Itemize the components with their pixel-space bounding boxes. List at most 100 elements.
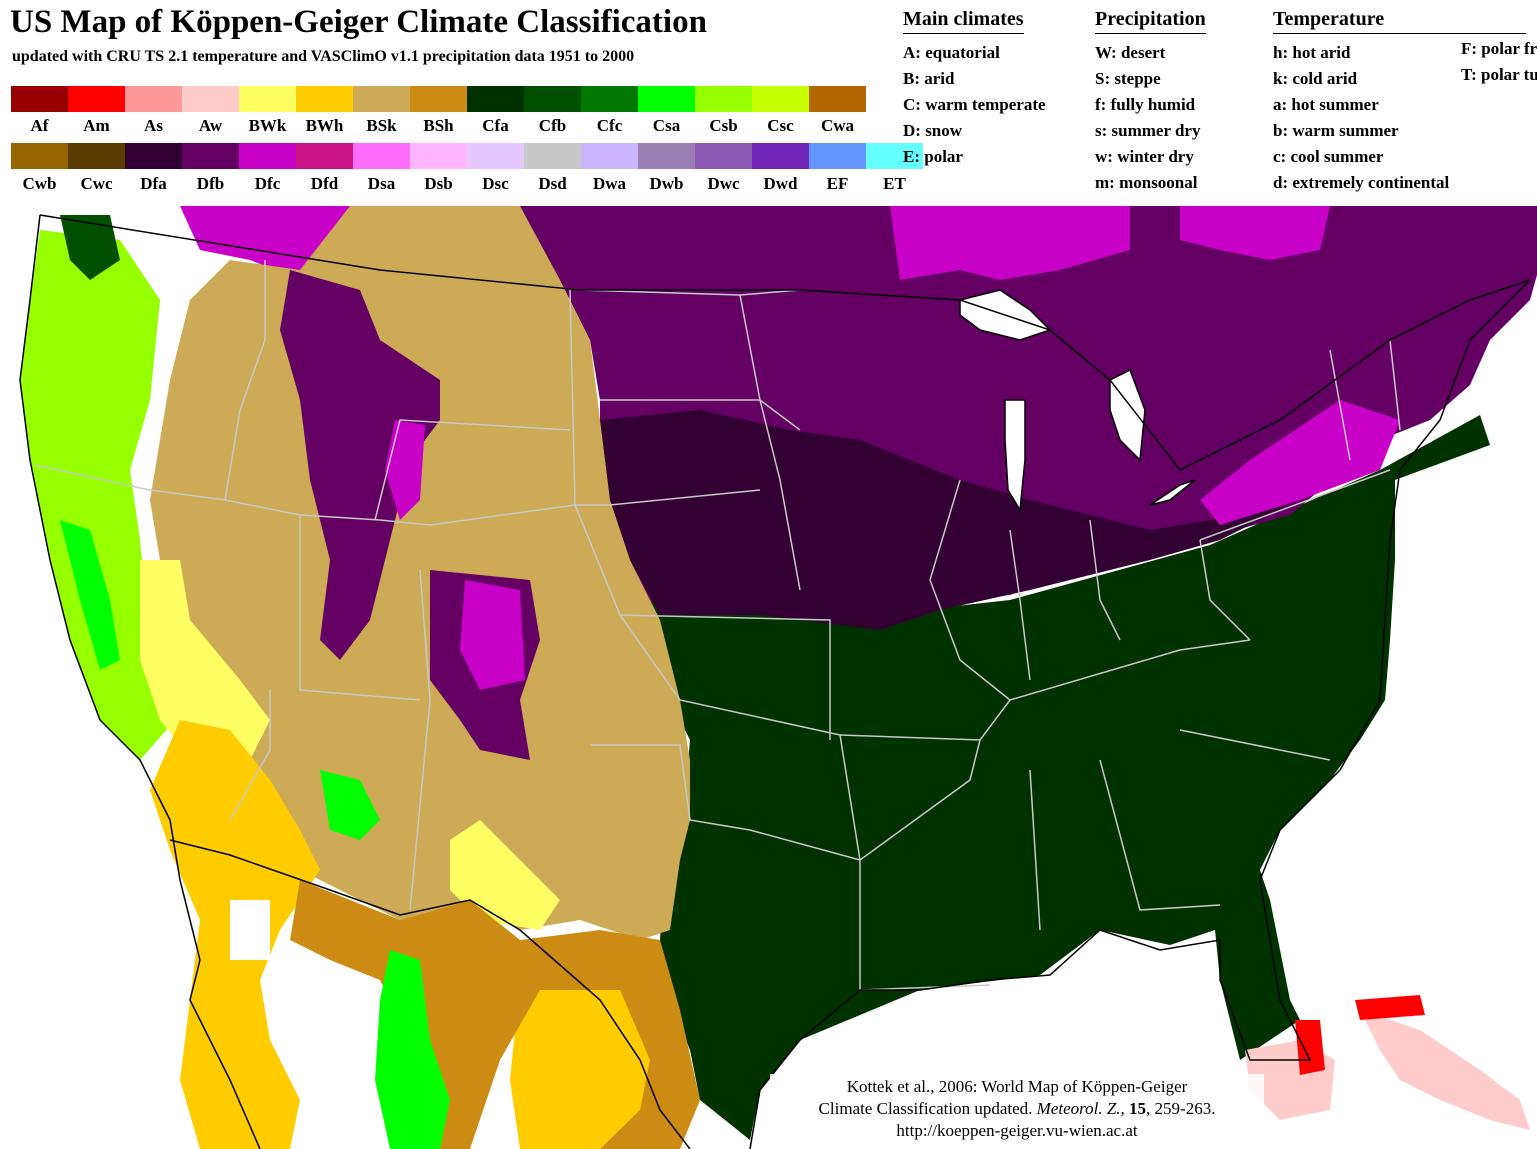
- legend-swatch-dwc: [695, 143, 752, 169]
- mexico-border: [169, 839, 691, 1149]
- legend-swatch-dsa: [353, 143, 410, 169]
- legend-label-dfa: Dfa: [140, 174, 167, 193]
- legend-swatch-bsh: [410, 86, 467, 112]
- precipitation-heading: Precipitation: [1095, 8, 1206, 34]
- citation-url[interactable]: http://koeppen-geiger.vu-wien.ac.at: [896, 1121, 1138, 1140]
- temperature-item: k: cold arid: [1273, 69, 1358, 88]
- region-dfc-wyoming: [385, 420, 425, 520]
- legend-swatch-as: [125, 86, 182, 112]
- legend-swatch-cfc: [581, 86, 638, 112]
- region-aw-bahamas: [1360, 1010, 1530, 1130]
- legend-swatch-bwh: [296, 86, 353, 112]
- region-am-bahamas: [1355, 995, 1425, 1020]
- region-bwk: [140, 560, 270, 770]
- legend-label-csb: Csb: [709, 116, 738, 135]
- coastline-east: [749, 279, 1531, 1149]
- legend-swatch-dsb: [410, 143, 467, 169]
- legend-label-row-2: Cwb Cwc Dfa Dfb Dfc Dfd Dsa Dsb Dsc Dsd Dwa Dwb Dwc D…: [11, 174, 923, 194]
- citation-volume: 15: [1129, 1099, 1147, 1118]
- main-climates-key: Main climates A: equatorial B: arid C: w…: [903, 8, 1046, 170]
- region-am-florida: [1295, 1020, 1325, 1075]
- legend-label-dwd: Dwd: [763, 174, 798, 193]
- region-dfc-north: [890, 206, 1130, 280]
- precipitation-item: f: fully humid: [1095, 95, 1196, 114]
- legend-label-dfb: Dfb: [196, 174, 225, 193]
- main-climate-item: E: polar: [903, 147, 963, 166]
- temperature-item: T: polar tundra: [1461, 65, 1537, 84]
- temperature-item: h: hot arid: [1273, 43, 1351, 62]
- lake-michigan: [1004, 399, 1026, 513]
- region-csa: [60, 520, 120, 670]
- legend-swatch-aw: [182, 86, 239, 112]
- legend-swatch-af: [11, 86, 68, 112]
- citation-text: Climate Classification updated.: [818, 1099, 1033, 1118]
- legend-swatch-dfd: [296, 143, 353, 169]
- legend-label-bwk: BWk: [248, 116, 287, 135]
- region-cfb-nw: [60, 215, 120, 280]
- legend-swatch-dsc: [467, 143, 524, 169]
- legend-swatch-dsd: [524, 143, 581, 169]
- legend-swatch-dwb: [638, 143, 695, 169]
- legend-label-cfb: Cfb: [538, 116, 567, 135]
- region-dfa: [600, 410, 1290, 630]
- citation-pages: , 259-263.: [1146, 1099, 1216, 1118]
- region-dfc-colorado: [460, 580, 525, 690]
- precipitation-key: Precipitation W: desert S: steppe f: ful…: [1095, 8, 1206, 196]
- precipitation-item: m: monsoonal: [1095, 173, 1198, 192]
- legend-swatch-cwb: [11, 143, 68, 169]
- region-csa-mexico: [375, 950, 450, 1149]
- legend-label-cwa: Cwa: [820, 116, 855, 135]
- region-bwh-2: [510, 960, 660, 1149]
- climate-map: [0, 206, 1537, 1149]
- region-bsh: [290, 880, 700, 1149]
- legend-swatch-bwk: [239, 86, 296, 112]
- legend-swatch-et: [866, 143, 923, 169]
- legend-label-cwb: Cwb: [22, 174, 57, 193]
- legend-label-bwh: BWh: [305, 116, 344, 135]
- legend-swatch-am: [68, 86, 125, 112]
- legend-swatch-row-1: [11, 86, 866, 112]
- legend-label-bsh: BSh: [423, 116, 454, 135]
- legend-label-dfc: Dfc: [254, 174, 281, 193]
- legend-swatch-dfb: [182, 143, 239, 169]
- temperature-item: F: polar frost: [1461, 39, 1537, 58]
- legend-swatch-csc: [752, 86, 809, 112]
- state-borders: [34, 260, 1401, 991]
- legend-label-dsd: Dsd: [538, 174, 567, 193]
- legend-label-af: Af: [30, 116, 49, 135]
- region-csa-arizona: [320, 770, 380, 840]
- region-bwk-2: [450, 820, 560, 930]
- precipitation-item: S: steppe: [1095, 69, 1161, 88]
- main-climate-item: A: equatorial: [903, 43, 1000, 62]
- legend-label-dfd: Dfd: [310, 174, 339, 193]
- legend-label-bsk: BSk: [366, 116, 397, 135]
- legend-swatch-csb: [695, 86, 752, 112]
- legend-label-dsb: Dsb: [424, 174, 453, 193]
- legend-swatch-csa: [638, 86, 695, 112]
- legend-label-ef: EF: [826, 174, 849, 193]
- citation-journal: Meteorol. Z.: [1036, 1099, 1121, 1118]
- temperature-item: d: extremely continental: [1273, 173, 1450, 192]
- legend-label-csa: Csa: [652, 116, 681, 135]
- legend-label-et: ET: [883, 174, 906, 193]
- canada-border: [39, 214, 1531, 471]
- legend-swatch-dwa: [581, 143, 638, 169]
- temperature-item: b: warm summer: [1273, 121, 1399, 140]
- lake-huron: [1109, 368, 1146, 462]
- temperature-item: c: cool summer: [1273, 147, 1384, 166]
- map-title: US Map of Köppen-Geiger Climate Classifi…: [10, 4, 707, 40]
- main-climate-item: C: warm temperate: [903, 95, 1046, 114]
- temperature-heading: Temperature: [1273, 8, 1526, 34]
- legend-swatch-cwc: [68, 143, 125, 169]
- legend-label-am: Am: [83, 116, 110, 135]
- precipitation-item: W: desert: [1095, 43, 1166, 62]
- legend-swatch-cfb: [524, 86, 581, 112]
- precipitation-item: w: winter dry: [1095, 147, 1194, 166]
- legend-label-dwc: Dwc: [707, 174, 740, 193]
- legend-label-row-1: Af Am As Aw BWk BWh BSk BSh Cfa Cfb Cfc Csa Csb Csc Cw…: [11, 116, 866, 136]
- legend-swatch-dfa: [125, 143, 182, 169]
- precipitation-item: s: summer dry: [1095, 121, 1201, 140]
- coastline-west: [19, 214, 261, 1149]
- legend-label-csc: Csc: [767, 116, 794, 135]
- citation-line-1: Kottek et al., 2006: World Map of Köppen…: [846, 1077, 1188, 1096]
